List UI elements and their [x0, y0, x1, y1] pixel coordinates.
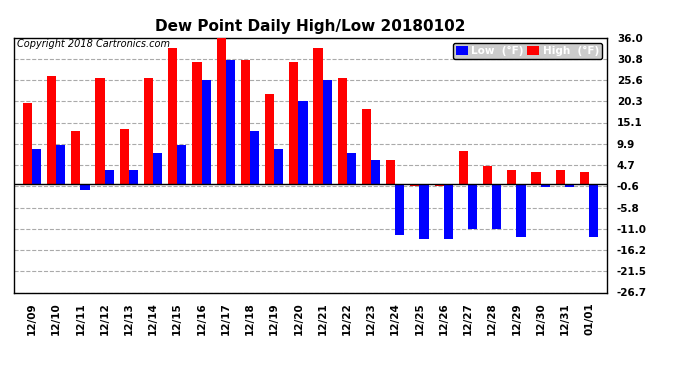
Bar: [483, 166, 492, 184]
Bar: [47, 76, 56, 184]
Bar: [274, 149, 284, 184]
Bar: [580, 172, 589, 184]
Bar: [119, 129, 129, 184]
Bar: [371, 159, 380, 184]
Bar: [435, 184, 444, 186]
Bar: [347, 153, 356, 184]
Bar: [168, 48, 177, 184]
Bar: [459, 152, 468, 184]
Bar: [555, 170, 565, 184]
Bar: [565, 184, 574, 187]
Bar: [217, 38, 226, 184]
Bar: [144, 78, 153, 184]
Bar: [323, 80, 332, 184]
Bar: [420, 184, 428, 239]
Bar: [444, 184, 453, 239]
Bar: [177, 145, 186, 184]
Bar: [540, 184, 550, 187]
Bar: [193, 62, 201, 184]
Bar: [265, 94, 274, 184]
Bar: [201, 80, 210, 184]
Bar: [153, 153, 162, 184]
Bar: [129, 170, 138, 184]
Bar: [531, 172, 540, 184]
Bar: [81, 184, 90, 190]
Title: Dew Point Daily High/Low 20180102: Dew Point Daily High/Low 20180102: [155, 18, 466, 33]
Bar: [71, 131, 81, 184]
Bar: [32, 149, 41, 184]
Text: Copyright 2018 Cartronics.com: Copyright 2018 Cartronics.com: [17, 39, 170, 49]
Bar: [313, 48, 323, 184]
Bar: [250, 131, 259, 184]
Bar: [95, 78, 105, 184]
Bar: [23, 103, 32, 184]
Bar: [289, 62, 298, 184]
Bar: [395, 184, 404, 235]
Bar: [226, 60, 235, 184]
Bar: [589, 184, 598, 237]
Bar: [386, 159, 395, 184]
Bar: [298, 100, 308, 184]
Bar: [56, 145, 66, 184]
Bar: [507, 170, 516, 184]
Legend: Low  (°F), High  (°F): Low (°F), High (°F): [453, 43, 602, 59]
Bar: [241, 60, 250, 184]
Bar: [337, 78, 347, 184]
Bar: [468, 184, 477, 229]
Bar: [411, 184, 420, 186]
Bar: [362, 109, 371, 184]
Bar: [105, 170, 114, 184]
Bar: [516, 184, 526, 237]
Bar: [492, 184, 502, 229]
